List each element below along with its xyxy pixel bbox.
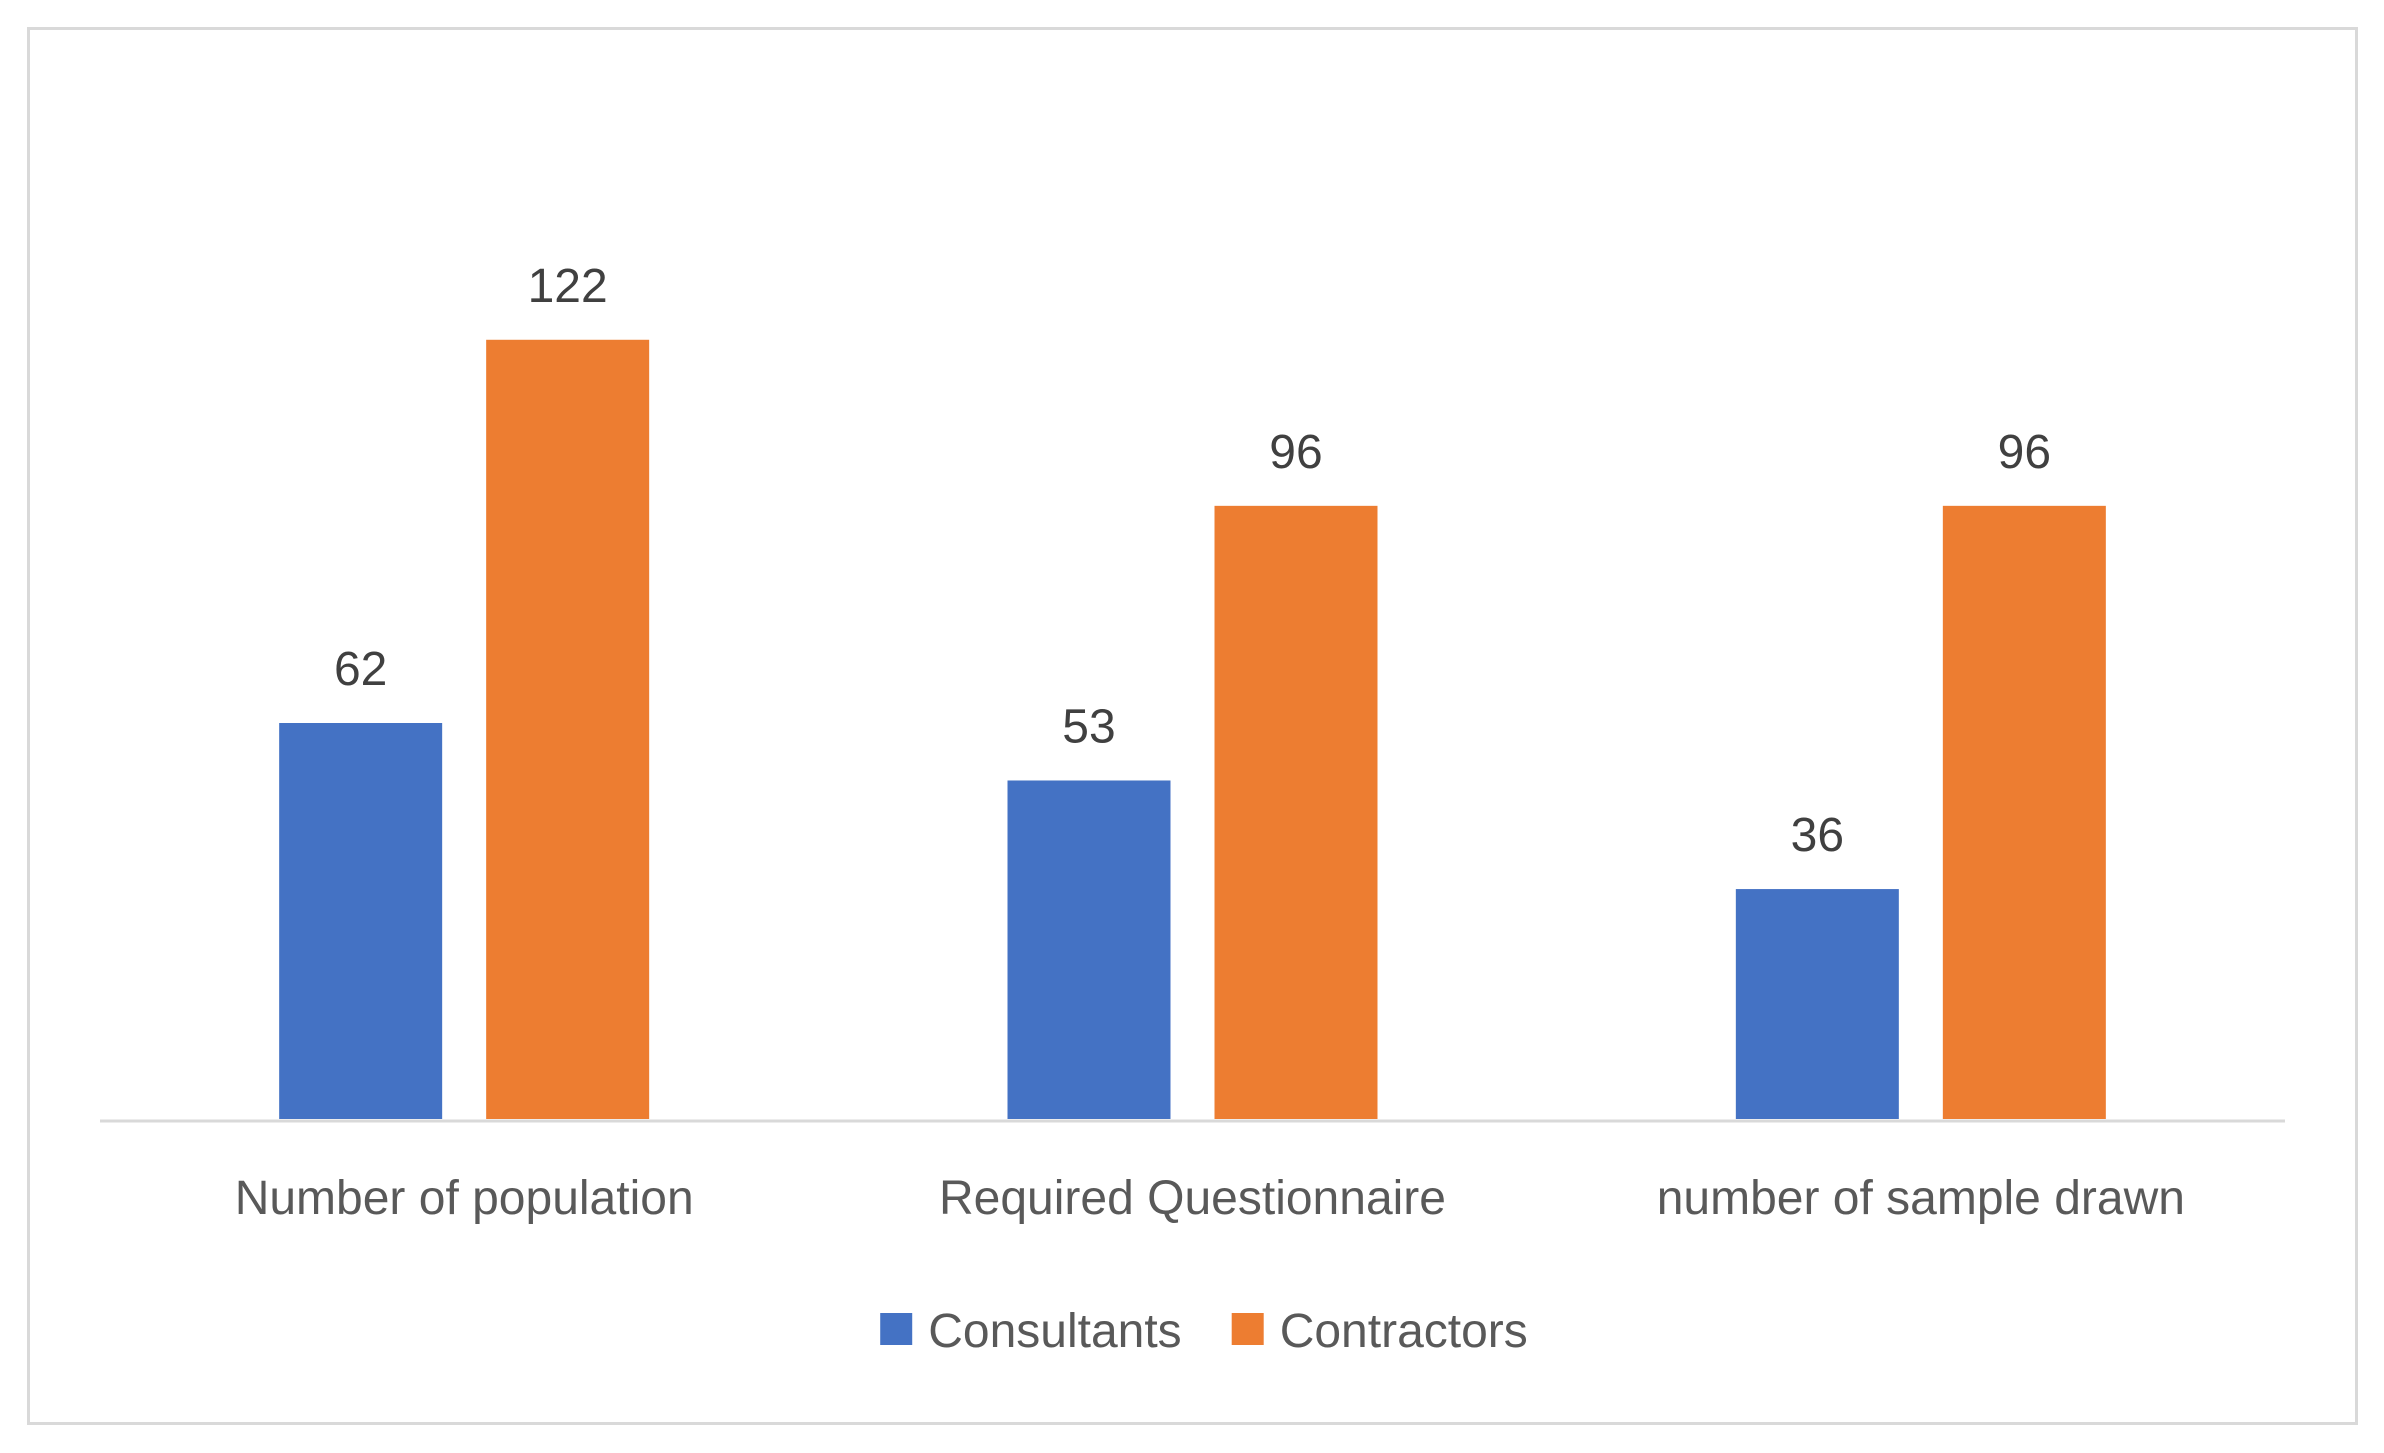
data-label-consultants-number-of-sample-drawn: 36: [1791, 809, 1844, 862]
bar-consultants-number-of-population: [279, 723, 443, 1119]
data-label-contractors-required-questionnaire: 96: [1269, 426, 1322, 479]
x-tick-label-number-of-population: Number of population: [235, 1172, 694, 1225]
bar-consultants-required-questionnaire: [1007, 780, 1171, 1119]
legend-label-consultants: Consultants: [928, 1305, 1181, 1358]
bar-contractors-number-of-population: [486, 339, 650, 1120]
data-label-contractors-number-of-sample-drawn: 96: [1998, 426, 2051, 479]
x-tick-label-required-questionnaire: Required Questionnaire: [939, 1172, 1446, 1225]
x-tick-labels-group: Number of population Required Questionnai…: [235, 1172, 2185, 1225]
data-label-consultants-number-of-population: 62: [334, 643, 387, 696]
legend-swatch-contractors: [1231, 1313, 1264, 1345]
legend-swatch-consultants: [880, 1313, 913, 1345]
legend-label-contractors: Contractors: [1280, 1305, 1528, 1358]
bar-contractors-required-questionnaire: [1214, 505, 1378, 1119]
x-tick-label-number-of-sample-drawn: number of sample drawn: [1657, 1172, 2185, 1225]
bar-contractors-number-of-sample-drawn: [1942, 505, 2106, 1119]
data-label-contractors-number-of-population: 122: [528, 260, 608, 313]
data-labels-group: 62 122 53 96 36 96: [334, 260, 2051, 862]
bars-group: [279, 339, 2106, 1120]
bar-consultants-number-of-sample-drawn: [1735, 889, 1899, 1119]
legend: Consultants Contractors: [880, 1305, 1528, 1358]
data-label-consultants-required-questionnaire: 53: [1062, 700, 1115, 753]
